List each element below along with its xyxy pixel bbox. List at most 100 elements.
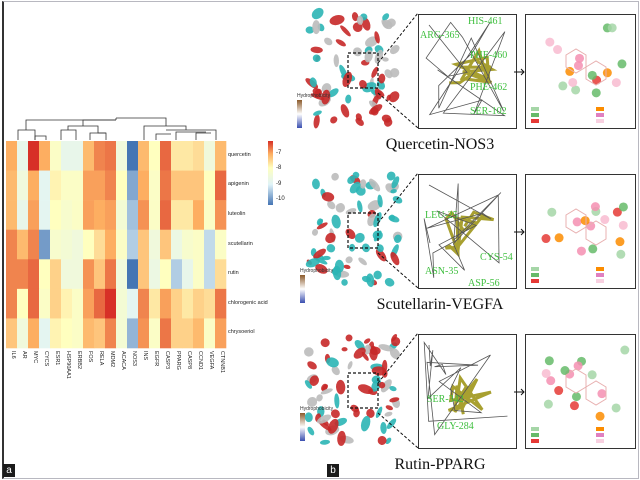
heatmap-cell bbox=[17, 318, 29, 349]
heatmap-cell bbox=[61, 229, 73, 260]
heatmap-cell bbox=[72, 229, 84, 260]
residue-node bbox=[575, 53, 585, 63]
column-label: ESR1 bbox=[53, 351, 60, 366]
heatmap-cell bbox=[50, 170, 62, 201]
column-label: VEGFA bbox=[207, 351, 214, 370]
heatmap-cell bbox=[72, 141, 84, 171]
column-label: HSP90AA1 bbox=[64, 351, 71, 379]
column-label: RELA bbox=[97, 351, 104, 366]
residue-node bbox=[587, 370, 597, 380]
hydrophobicity-colorbar bbox=[297, 100, 302, 128]
heatmap-cell bbox=[6, 318, 18, 349]
ligand-structure-image bbox=[423, 340, 508, 436]
heatmap-cell bbox=[171, 229, 183, 260]
column-label: CCND1 bbox=[196, 351, 203, 370]
binding-site-box bbox=[347, 372, 379, 409]
heatmap-cell bbox=[160, 259, 172, 290]
column-dendrogram bbox=[17, 117, 217, 140]
column-label: EGFR bbox=[152, 351, 159, 367]
residue-node bbox=[544, 356, 554, 366]
heatmap-cell bbox=[193, 200, 205, 231]
heatmap-cell bbox=[138, 170, 150, 201]
heatmap-cell bbox=[182, 288, 194, 319]
residue-node bbox=[580, 216, 590, 226]
heatmap-cell bbox=[72, 200, 84, 231]
binding-pose-3d-view bbox=[418, 174, 517, 289]
heatmap-cell bbox=[215, 288, 227, 319]
heatmap-cell bbox=[94, 318, 106, 349]
zoom-connector-lines bbox=[377, 332, 419, 449]
heatmap-cell bbox=[6, 229, 18, 260]
heatmap-cell bbox=[83, 200, 95, 231]
heatmap-cell bbox=[17, 259, 29, 290]
heatmap-cell bbox=[17, 229, 29, 260]
heatmap-cell bbox=[149, 170, 161, 201]
heatmap-cell bbox=[127, 229, 139, 260]
heatmap-cell bbox=[204, 141, 216, 171]
legend-swatch bbox=[531, 267, 539, 271]
heatmap-cell bbox=[83, 259, 95, 290]
heatmap-cell bbox=[116, 288, 128, 319]
residue-label: SER-342 bbox=[427, 394, 464, 405]
residue-node bbox=[568, 77, 578, 87]
residue-node bbox=[620, 345, 630, 355]
residue-label: SER-102 bbox=[470, 106, 507, 117]
heatmap-cell bbox=[127, 259, 139, 290]
legend-swatch bbox=[596, 119, 604, 123]
legend-swatch bbox=[531, 273, 539, 277]
heatmap-cell bbox=[28, 229, 40, 260]
protein-structure-image bbox=[305, 171, 403, 288]
residue-node bbox=[597, 389, 607, 399]
heatmap-cell bbox=[204, 170, 216, 201]
column-label: ERBB2 bbox=[75, 351, 82, 370]
heatmap-cell bbox=[6, 141, 18, 171]
heatmap-cell bbox=[204, 259, 216, 290]
column-label: AR bbox=[20, 351, 27, 359]
heatmap-cell bbox=[83, 318, 95, 349]
residue-node bbox=[546, 376, 556, 386]
hydrophobicity-colorbar bbox=[300, 275, 305, 303]
heatmap-cell bbox=[193, 259, 205, 290]
heatmap-cell bbox=[138, 200, 150, 231]
heatmap-cell bbox=[149, 259, 161, 290]
legend-swatch bbox=[596, 433, 604, 437]
residue-node bbox=[571, 85, 581, 95]
hydrophobicity-label: Hydrophobicity bbox=[297, 93, 331, 99]
complex-title: Quercetin-NOS3 bbox=[385, 136, 495, 153]
legend-swatch bbox=[531, 427, 539, 431]
heatmap-cell bbox=[127, 200, 139, 231]
ligand-structure-image bbox=[423, 183, 502, 278]
heatmap-cell bbox=[171, 141, 183, 171]
heatmap-cell bbox=[39, 229, 51, 260]
colorbar-tick: -9 bbox=[276, 181, 282, 187]
heatmap-cell bbox=[94, 170, 106, 201]
heatmap-cell bbox=[160, 170, 172, 201]
heatmap-cell bbox=[182, 200, 194, 231]
heatmap-cell bbox=[50, 229, 62, 260]
legend-swatch bbox=[596, 279, 604, 283]
heatmap-cell bbox=[182, 229, 194, 260]
residue-node bbox=[543, 399, 553, 409]
heatmap-cell bbox=[160, 141, 172, 171]
heatmap-grid bbox=[6, 141, 227, 349]
residue-node bbox=[572, 217, 582, 227]
legend-swatch bbox=[596, 107, 604, 111]
heatmap-cell bbox=[6, 170, 18, 201]
legend-swatch bbox=[531, 119, 539, 123]
heatmap-cell bbox=[116, 318, 128, 349]
column-label: INS bbox=[141, 351, 148, 361]
heatmap-cell bbox=[182, 141, 194, 171]
heatmap-cell bbox=[171, 259, 183, 290]
heatmap-cell bbox=[204, 288, 216, 319]
row-label: scutellarin bbox=[228, 240, 253, 247]
column-label: IL6 bbox=[9, 351, 16, 359]
colorbar-tick: -7 bbox=[276, 150, 282, 156]
heatmap-cell bbox=[94, 141, 106, 171]
residue-node bbox=[554, 386, 564, 396]
residue-label: ASN-35 bbox=[425, 266, 459, 277]
column-label: FOS bbox=[86, 351, 93, 363]
heatmap-cell bbox=[39, 170, 51, 201]
heatmap-cell bbox=[28, 141, 40, 171]
protein-structure-image bbox=[304, 334, 401, 446]
heatmap-cell bbox=[127, 170, 139, 201]
